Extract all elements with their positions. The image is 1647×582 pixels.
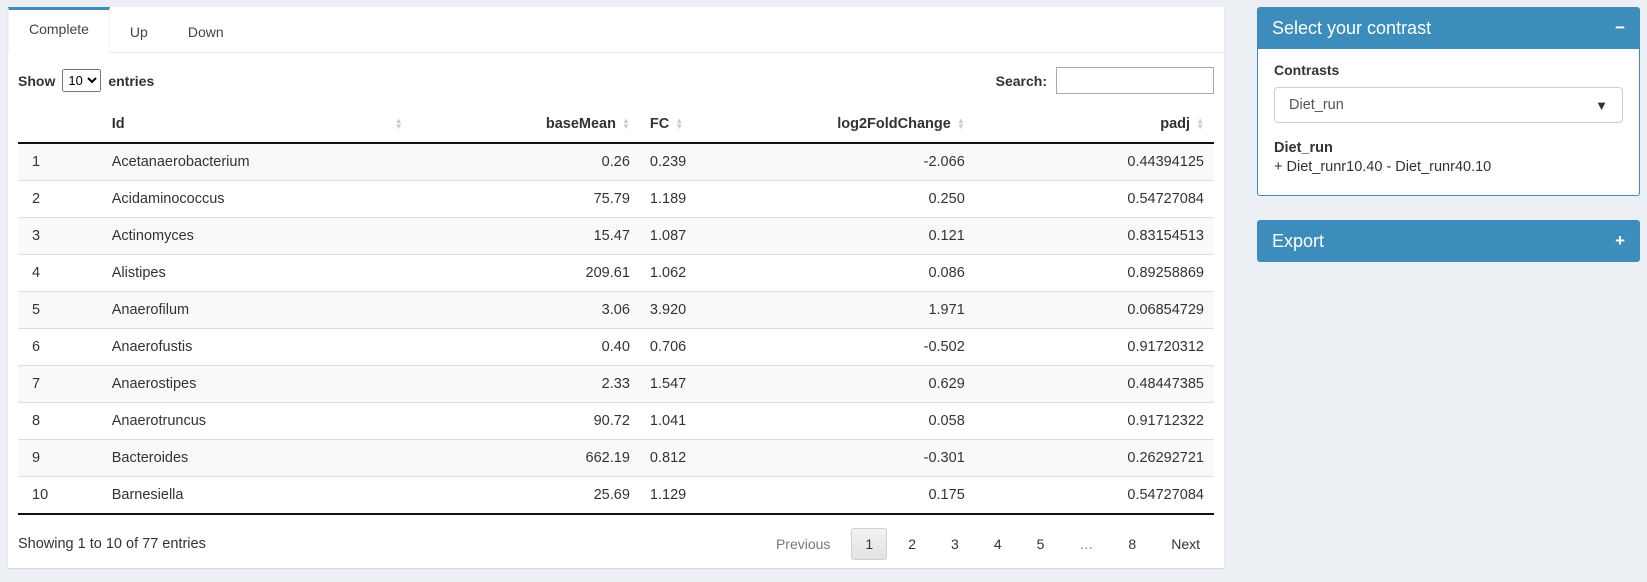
table-row: 8 Anaerotruncus 90.72 1.041 0.058 0.9171…: [18, 402, 1214, 440]
table-controls: Show 10 entries Search:: [18, 67, 1214, 94]
table-row: 6 Anaerofustis 0.40 0.706 -0.502 0.91720…: [18, 328, 1214, 366]
page-length-select[interactable]: 10: [62, 69, 102, 92]
contrast-select-value: Diet_run: [1289, 97, 1344, 113]
search-label: Search:: [995, 72, 1047, 89]
column-header-id[interactable]: Id ▲ ▼: [101, 106, 413, 144]
search-input[interactable]: [1056, 67, 1214, 94]
pagination-previous[interactable]: Previous: [775, 536, 831, 552]
table-row: 2 Acidaminococcus 75.79 1.189 0.250 0.54…: [18, 180, 1214, 218]
table-row: 9 Bacteroides 662.19 0.812 -0.301 0.2629…: [18, 439, 1214, 477]
table-info: Showing 1 to 10 of 77 entries: [18, 536, 206, 552]
pagination-ellipsis: …: [1079, 536, 1094, 552]
expand-plus-icon[interactable]: +: [1615, 231, 1625, 250]
column-header-padj[interactable]: padj ▲ ▼: [974, 106, 1214, 144]
sort-icon: ▲ ▼: [621, 116, 630, 131]
sort-icon: ▲ ▼: [1196, 116, 1204, 131]
tab-bar: Complete Up Down: [8, 7, 1224, 53]
caret-down-icon: ▼: [1595, 97, 1608, 113]
table-row: 3 Actinomyces 15.47 1.087 0.121 0.831545…: [18, 217, 1214, 255]
entries-label: entries: [108, 72, 155, 89]
right-sidebar: Select your contrast − Contrasts Diet_ru…: [1257, 7, 1640, 262]
sort-icon: ▲ ▼: [956, 116, 965, 131]
collapse-minus-icon[interactable]: −: [1615, 18, 1625, 37]
contrast-panel: Select your contrast − Contrasts Diet_ru…: [1257, 7, 1640, 196]
pagination: Previous 1 2 3 4 5 … 8 Next: [755, 528, 1214, 560]
table-row: 1 Acetanaerobacterium 0.26 0.239 -2.066 …: [18, 142, 1214, 181]
contrast-panel-header[interactable]: Select your contrast −: [1257, 7, 1640, 49]
pagination-page-3[interactable]: 3: [951, 536, 959, 552]
contrast-panel-body: Contrasts Diet_run ▼ Diet_run + Diet_run…: [1257, 49, 1640, 196]
contrast-formula: + Diet_runr10.40 - Diet_runr40.10: [1274, 159, 1492, 175]
column-header-fc[interactable]: FC ▲ ▼: [639, 106, 796, 144]
results-tab-box: Complete Up Down Show 10 entries Search:: [8, 7, 1224, 568]
pagination-page-2[interactable]: 2: [908, 536, 917, 552]
results-table: Id ▲ ▼ baseMean ▲ ▼ FC ▲ ▼ log2FoldChange ▲…: [18, 106, 1214, 515]
column-header-log2foldchange[interactable]: log2FoldChange ▲ ▼: [795, 106, 975, 144]
page-length-control: Show 10 entries: [18, 69, 154, 92]
tab-down[interactable]: Down: [187, 24, 224, 40]
export-panel-title: Export: [1272, 230, 1325, 251]
contrast-name: Diet_run: [1274, 140, 1333, 156]
table-row: 5 Anaerofilum 3.06 3.920 1.971 0.0685472…: [18, 291, 1214, 329]
pagination-page-4[interactable]: 4: [993, 536, 1002, 552]
contrasts-label: Contrasts: [1274, 62, 1340, 78]
search-control: Search:: [996, 67, 1214, 94]
table-header-row: Id ▲ ▼ baseMean ▲ ▼ FC ▲ ▼ log2FoldChange ▲…: [18, 106, 1214, 144]
table-row: 10 Barnesiella 25.69 1.129 0.175 0.54727…: [18, 476, 1214, 515]
table-row: 4 Alistipes 209.61 1.062 0.086 0.8925886…: [18, 254, 1214, 292]
contrast-select[interactable]: Diet_run ▼: [1274, 87, 1623, 123]
contrast-panel-title: Select your contrast: [1272, 17, 1432, 38]
show-label: Show: [18, 72, 56, 89]
table-row: 7 Anaerostipes 2.33 1.547 0.629 0.484473…: [18, 365, 1214, 403]
tab-up[interactable]: Up: [129, 24, 148, 40]
pagination-page-1[interactable]: 1: [851, 528, 888, 560]
pagination-page-8[interactable]: 8: [1128, 536, 1137, 552]
tab-complete[interactable]: Complete: [8, 7, 110, 53]
pagination-page-5[interactable]: 5: [1036, 536, 1045, 552]
tab-content: Show 10 entries Search: Id ▲ ▼: [8, 53, 1224, 574]
export-panel-header[interactable]: Export +: [1257, 220, 1640, 262]
sort-icon: ▲ ▼: [675, 116, 684, 131]
column-header-rownum: [18, 106, 102, 144]
table-footer: Showing 1 to 10 of 77 entries Previous 1…: [18, 515, 1214, 574]
pagination-next[interactable]: Next: [1171, 536, 1200, 552]
sort-icon: ▲ ▼: [394, 116, 403, 131]
column-header-basemean[interactable]: baseMean ▲ ▼: [412, 106, 640, 144]
